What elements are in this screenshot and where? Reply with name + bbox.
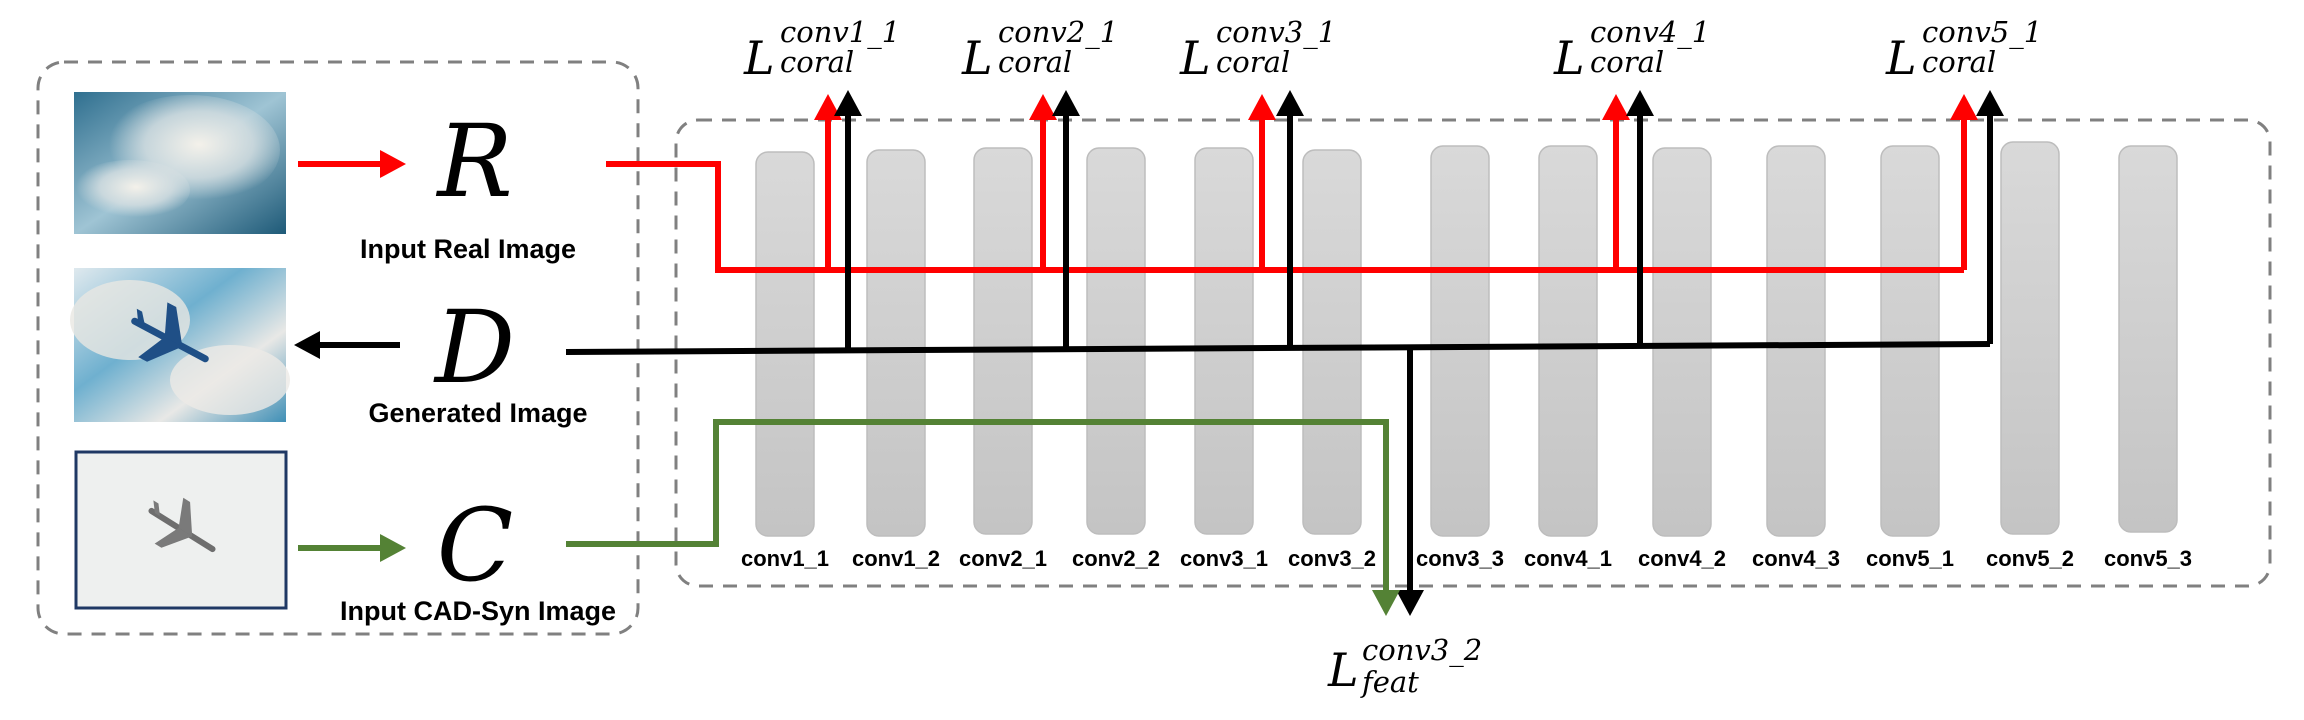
real-symbol: R <box>435 103 512 220</box>
generated-symbol: D <box>433 289 515 406</box>
layer-label-conv2_2: conv2_2 <box>1072 546 1160 571</box>
layer-bar-conv3_2 <box>1302 149 1362 535</box>
coral-loss-sub-5: coral <box>1922 45 1996 79</box>
layer-bar-conv3_1 <box>1194 147 1254 535</box>
feat-loss-sub: feat <box>1360 665 1419 699</box>
coral-loss-sup-4: conv4_1 <box>1590 15 1710 50</box>
layer-stack: conv1_1 conv1_2 conv2_1 conv2_2 conv3_1 conv3… <box>741 141 2192 571</box>
cad-caption: Input CAD-Syn Image <box>340 596 616 626</box>
layer-bar-conv5_3 <box>2118 145 2178 533</box>
real-input-arrow <box>298 150 406 178</box>
cad-image-thumbnail <box>74 450 288 610</box>
coral-loss-base-2: L <box>961 31 993 85</box>
layer-label-conv2_1: conv2_1 <box>959 546 1047 571</box>
coral-loss-base-4: L <box>1553 31 1585 85</box>
real-arrowheads <box>814 94 1978 120</box>
cad-input-arrow <box>298 534 406 562</box>
real-image-thumbnail <box>70 92 286 234</box>
cad-feature-path <box>566 419 1389 598</box>
layer-bar-conv4_3 <box>1766 145 1826 537</box>
real-feature-path <box>606 108 1967 273</box>
layer-label-conv4_3: conv4_3 <box>1752 546 1840 571</box>
layer-label-conv1_2: conv1_2 <box>852 546 940 571</box>
layer-bar-conv3_3 <box>1430 145 1490 537</box>
coral-loss-sub-3: coral <box>1216 45 1290 79</box>
cad-symbol: C <box>437 487 514 604</box>
coral-loss-base-1: L <box>743 31 775 85</box>
layer-label-conv3_1: conv3_1 <box>1180 546 1268 571</box>
generated-image-thumbnail <box>70 268 290 422</box>
layer-label-conv1_1: conv1_1 <box>741 546 829 571</box>
layer-label-conv4_2: conv4_2 <box>1638 546 1726 571</box>
real-caption: Input Real Image <box>360 234 576 264</box>
layer-label-conv3_2: conv3_2 <box>1288 546 1376 571</box>
feat-loss-sup: conv3_2 <box>1362 633 1482 668</box>
coral-loss-sub-2: coral <box>998 45 1072 79</box>
feat-loss-base: L <box>1327 643 1359 697</box>
layer-label-conv5_3: conv5_3 <box>2104 546 2192 571</box>
generated-arrowheads <box>834 90 2004 616</box>
layer-bar-conv4_1 <box>1538 145 1598 537</box>
airplane-icon <box>148 497 216 553</box>
layer-bar-conv5_1 <box>1880 145 1940 537</box>
coral-loss-sup-3: conv3_1 <box>1216 15 1336 50</box>
generated-output-arrow <box>294 331 400 359</box>
layer-bar-conv2_1 <box>973 147 1033 535</box>
layer-label-conv4_1: conv4_1 <box>1524 546 1612 571</box>
layer-label-conv3_3: conv3_3 <box>1416 546 1504 571</box>
coral-loss-sub-4: coral <box>1590 45 1664 79</box>
airplane-icon <box>131 302 209 363</box>
generated-caption: Generated Image <box>368 398 587 428</box>
layer-bar-conv5_2 <box>2000 141 2060 535</box>
coral-loss-base-5: L <box>1885 31 1917 85</box>
coral-loss-sup-1: conv1_1 <box>780 15 900 50</box>
coral-loss-sub-1: coral <box>780 45 854 79</box>
coral-loss-base-3: L <box>1179 31 1211 85</box>
layer-bar-conv4_2 <box>1652 147 1712 537</box>
network-frame <box>674 118 2272 588</box>
coral-loss-sup-5: conv5_1 <box>1922 15 2042 50</box>
layer-bar-conv1_1 <box>755 151 815 537</box>
layer-label-conv5_2: conv5_2 <box>1986 546 2074 571</box>
layer-bar-conv1_2 <box>866 149 926 537</box>
layer-label-conv5_1: conv5_1 <box>1866 546 1954 571</box>
generated-feature-path <box>565 104 1993 598</box>
input-group-frame <box>36 60 640 636</box>
cad-arrowhead <box>1372 590 1400 616</box>
feat-loss-label: L conv3_2 feat <box>1327 633 1482 699</box>
layer-bar-conv2_2 <box>1086 147 1146 535</box>
coral-loss-sup-2: conv2_1 <box>998 15 1118 50</box>
